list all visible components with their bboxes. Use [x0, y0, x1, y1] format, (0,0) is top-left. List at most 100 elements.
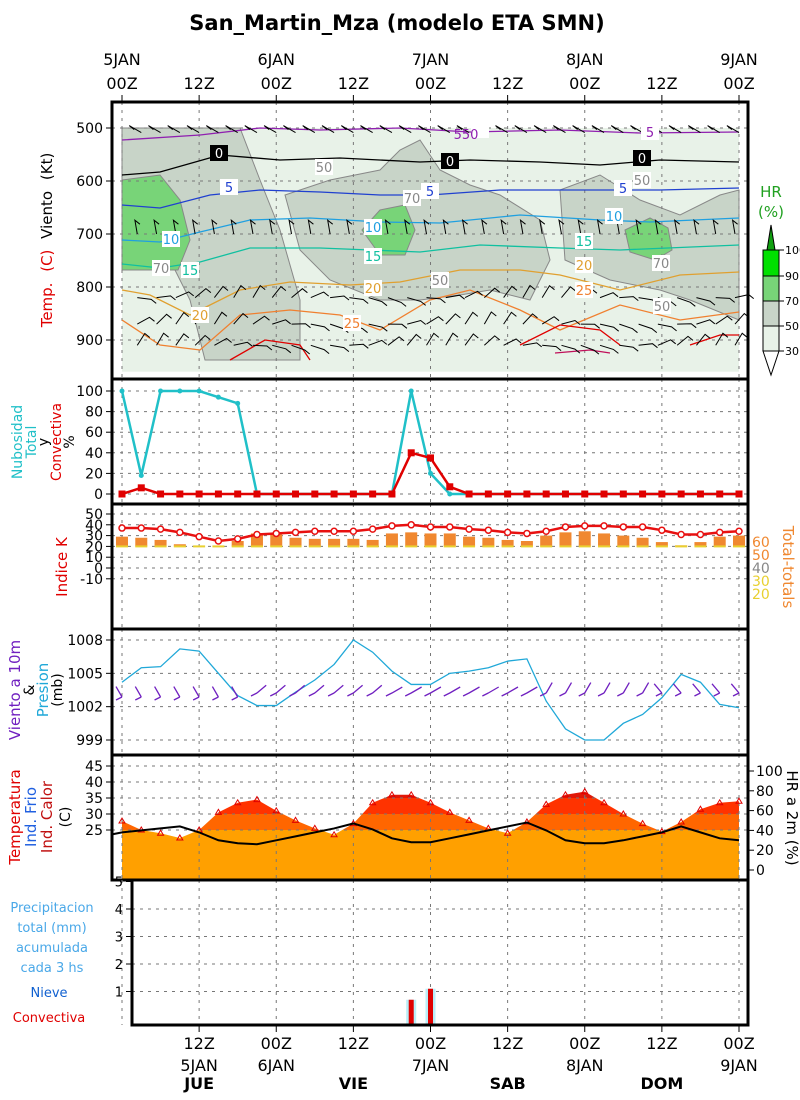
y-tick-label: 25: [85, 823, 103, 839]
bottom-axis-day: 9JAN: [720, 1056, 758, 1075]
total-totals-base: [385, 545, 398, 548]
total-totals-bar: [270, 534, 283, 547]
y-tick-label: 30: [85, 529, 103, 545]
wind-barb: [233, 341, 253, 347]
legend-precip-line2: total (mm): [17, 921, 86, 936]
y-tick-label: 0: [94, 487, 103, 503]
wind-barb: [310, 323, 330, 332]
y-tick-label: 60: [85, 425, 103, 441]
wind-barb: [426, 316, 444, 325]
total-totals-base: [540, 545, 553, 548]
wind-barb: [249, 218, 256, 235]
ylabel-ind-calor: Ind. Calor: [38, 780, 56, 853]
temperature-point: [503, 829, 512, 836]
cloud-convective-point: [195, 490, 203, 498]
wind-barb: [635, 218, 642, 235]
wind-barb: [134, 218, 141, 235]
contour-label: 20: [365, 282, 382, 297]
cloud-convective-point: [523, 490, 531, 498]
k-index-point: [137, 524, 146, 532]
weekday-label: VIE: [339, 1074, 368, 1093]
panel2-series: [118, 388, 743, 498]
y-tick-label: 30: [85, 807, 103, 823]
total-totals-base: [250, 545, 263, 548]
cloud-convective-point: [272, 490, 280, 498]
y-tick-label: 40: [85, 775, 103, 791]
y-tick-label: 50: [85, 507, 103, 523]
temperature-point: [175, 834, 184, 841]
ylabel-celsius: (C): [58, 807, 74, 828]
wind-barb: [340, 125, 354, 134]
total-totals-base: [347, 545, 360, 548]
wind10m-barb: [482, 686, 500, 697]
cloud-convective-point: [619, 490, 627, 498]
wind-barb: [542, 344, 562, 351]
contour-label: 5: [619, 182, 627, 197]
y-tick-label: 0: [94, 561, 103, 577]
k-index-point: [233, 535, 242, 543]
contour-label-bg: [653, 298, 671, 314]
wind-barb: [368, 339, 388, 346]
total-totals-bar: [578, 531, 591, 547]
contour-label: 10: [606, 210, 623, 225]
contour-label: 20: [576, 259, 593, 274]
contour-0: [121, 154, 740, 176]
total-totals-base: [617, 545, 630, 548]
contour-label: 50: [654, 300, 671, 315]
wind-barb: [175, 311, 190, 325]
wind-barb: [442, 218, 449, 235]
wind10m-barb: [192, 686, 200, 701]
contour-label-bg: [421, 183, 439, 199]
k-index-point: [638, 523, 647, 531]
top-axis-day: 5JAN: [103, 50, 141, 69]
wind10m-barb: [308, 684, 325, 697]
temperature-point: [388, 790, 396, 798]
ylabel-temperatura: Temperatura: [6, 769, 24, 865]
k-index-point: [677, 530, 685, 539]
total-totals-base: [713, 545, 726, 548]
total-totals-base: [598, 545, 611, 548]
ylabel-presion: Presion: [34, 663, 52, 718]
panel6-series: [406, 988, 436, 1025]
wind-barb: [484, 335, 501, 346]
wind-barb: [291, 323, 311, 329]
temperature-point: [696, 805, 705, 812]
contour-label: 10: [365, 221, 382, 236]
bottom-axis-hour: 12Z: [183, 1034, 214, 1053]
wind-barb: [330, 295, 350, 301]
wind-barb: [533, 125, 547, 134]
wind-barb: [715, 315, 733, 325]
wind-barb: [610, 125, 624, 134]
right-tick-label: 40: [756, 823, 774, 839]
panel6-y-ticks: 5 4 3 2 1: [115, 876, 132, 1001]
cloud-convective-point: [311, 490, 319, 498]
wind-barb: [503, 311, 517, 325]
contour-label-bg: [471, 122, 489, 138]
contour-20: [121, 269, 740, 316]
k-index-point: [330, 527, 338, 536]
wind-barb: [445, 313, 461, 325]
total-totals-base: [366, 545, 379, 548]
wind-barb: [619, 296, 639, 301]
bottom-axis-hour: 00Z: [723, 1034, 754, 1053]
temperature-point: [638, 819, 647, 827]
wind-barb: [310, 291, 330, 299]
k-index-point: [388, 522, 396, 530]
hr-legend-level: 100: [785, 244, 800, 257]
k-index-point: [619, 523, 628, 531]
wind-barb: [445, 294, 465, 300]
wind-barb: [541, 284, 555, 298]
contour-label-bg: [575, 282, 593, 298]
contour-label-bg: [431, 272, 449, 288]
wind-barb: [580, 344, 600, 355]
total-totals-bar: [231, 541, 244, 547]
contour-label-bg: [162, 231, 180, 247]
contour-label-bg: [152, 260, 170, 276]
total-totals-bar: [540, 535, 553, 547]
wind-barb: [712, 218, 719, 235]
wind10m-barb: [269, 684, 286, 697]
contour-label-bg: [441, 153, 459, 169]
cloud-convective-point: [735, 490, 743, 498]
